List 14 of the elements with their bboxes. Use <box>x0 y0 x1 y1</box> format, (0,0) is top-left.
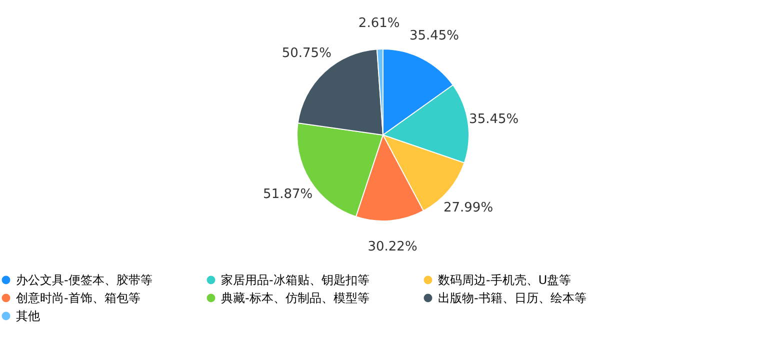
data-label: 35.45% <box>409 28 460 44</box>
data-label: 50.75% <box>282 46 332 62</box>
data-label: 30.22% <box>368 240 418 255</box>
data-label: 27.99% <box>443 200 494 216</box>
data-label: 51.87% <box>263 187 313 202</box>
legend-label: 典藏-标本、仿制品、模型等 <box>221 291 370 305</box>
data-label: 2.61% <box>358 16 400 32</box>
data-label: 35.45% <box>469 112 519 127</box>
legend-label: 创意时尚-首饰、箱包等 <box>16 291 140 305</box>
legend-label: 其他 <box>16 309 40 323</box>
legend-label: 办公文具-便签本、胶带等 <box>16 273 152 287</box>
legend-label: 出版物-书籍、日历、绘本等 <box>438 291 586 305</box>
legend-label: 家居用品-冰箱贴、钥匙扣等 <box>221 273 370 287</box>
legend-label: 数码周边-手机壳、U盘等 <box>438 273 572 287</box>
